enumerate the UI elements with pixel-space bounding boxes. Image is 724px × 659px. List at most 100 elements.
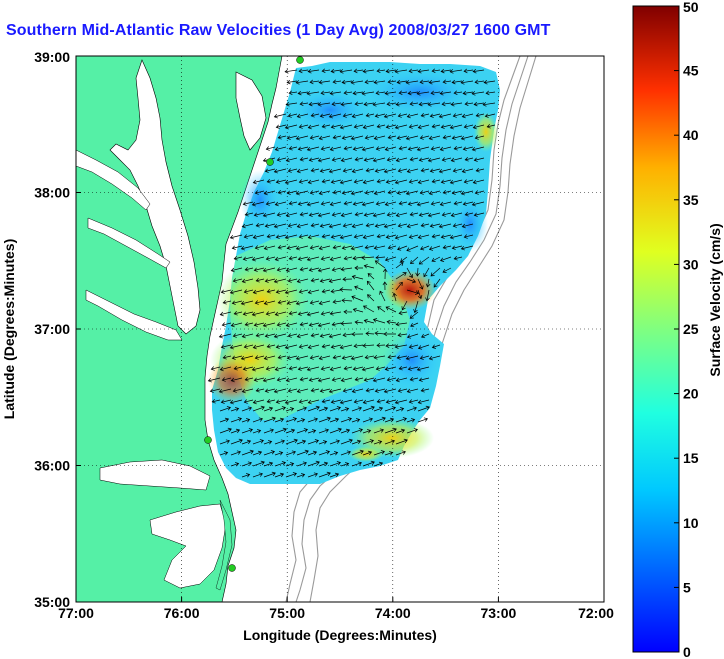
velocity-arrow: [383, 168, 397, 174]
velocity-arrow: [274, 417, 285, 423]
velocity-arrow: [287, 278, 298, 283]
velocity-arrow: [332, 190, 342, 195]
x-tick-label: 76:00: [164, 605, 200, 621]
velocity-arrow: [252, 450, 263, 456]
velocity-arrow: [285, 267, 298, 273]
velocity-arrow: [255, 278, 265, 283]
velocity-arrow: [263, 416, 276, 423]
velocity-arrow: [431, 124, 441, 129]
velocity-arrow: [299, 157, 309, 162]
velocity-arrow: [383, 388, 397, 394]
velocity-arrow: [309, 190, 320, 195]
velocity-arrow: [351, 331, 364, 337]
velocity-arrow: [219, 406, 232, 412]
velocity-arrow: [354, 265, 364, 271]
cool-region-east: [452, 196, 488, 252]
velocity-arrow: [297, 90, 309, 96]
velocity-arrow: [427, 212, 441, 218]
velocity-arrow: [252, 417, 263, 423]
velocity-arrow: [331, 267, 342, 272]
velocity-arrow: [406, 428, 419, 434]
velocity-arrow: [365, 113, 375, 118]
velocity-arrow: [277, 135, 287, 140]
velocity-arrow: [329, 406, 342, 412]
velocity-arrow: [340, 377, 353, 383]
velocity-arrow: [431, 68, 441, 74]
velocity-arrow: [395, 321, 408, 327]
velocity-arrow: [449, 69, 463, 74]
velocity-arrow: [318, 450, 331, 456]
velocity-arrow: [244, 212, 254, 217]
velocity-arrow: [274, 201, 287, 207]
velocity-arrow: [418, 212, 430, 217]
velocity-arrow: [364, 79, 375, 85]
velocity-arrow: [241, 461, 252, 467]
velocity-arrow: [297, 311, 309, 316]
velocity-arrow: [342, 223, 353, 228]
velocity-arrow: [362, 450, 373, 456]
velocity-arrow: [384, 90, 397, 96]
velocity-arrow: [386, 377, 397, 382]
velocity-arrow: [307, 68, 320, 74]
velocity-arrow: [265, 311, 276, 316]
velocity-arrow: [330, 288, 342, 294]
velocity-arrow: [211, 399, 221, 404]
velocity-arrow: [242, 366, 254, 371]
velocity-arrow: [419, 190, 430, 195]
velocity-arrow: [241, 449, 254, 456]
velocity-arrow: [460, 190, 474, 196]
velocity-arrow: [394, 344, 408, 349]
velocity-arrow: [453, 90, 463, 96]
velocity-arrow: [374, 260, 386, 269]
velocity-arrow: [284, 179, 298, 185]
velocity-arrow: [318, 406, 329, 412]
velocity-arrow: [240, 355, 254, 361]
velocity-arrow: [264, 388, 276, 393]
velocity-arrow: [297, 256, 309, 261]
rappahannock-river: [87, 217, 171, 269]
velocity-arrow: [439, 146, 452, 152]
velocity-arrow: [252, 399, 265, 405]
velocity-arrow: [343, 255, 353, 261]
velocity-arrow: [296, 406, 307, 412]
velocity-arrow: [220, 344, 232, 349]
velocity-arrow: [318, 245, 331, 251]
velocity-arrow: [398, 310, 408, 316]
y-tick-label: 37:00: [34, 321, 70, 337]
velocity-arrow: [296, 168, 309, 174]
hot-spot-offshore: [384, 270, 436, 310]
velocity-arrow: [471, 91, 485, 96]
velocity-arrow: [341, 135, 353, 140]
velocity-arrow: [352, 255, 364, 261]
velocity-arrow: [395, 407, 405, 412]
velocity-arrow: [396, 135, 408, 140]
velocity-arrow: [442, 267, 452, 273]
velocity-arrow: [274, 439, 285, 445]
velocity-arrow: [474, 79, 485, 85]
velocity-arrow: [438, 168, 452, 174]
velocity-arrow: [339, 69, 353, 74]
velocity-arrow: [230, 438, 243, 445]
velocity-arrow: [310, 113, 320, 118]
velocity-arrow: [262, 212, 276, 218]
velocity-arrow: [273, 333, 287, 339]
velocity-arrow: [240, 245, 254, 251]
velocity-arrow: [394, 69, 408, 74]
velocity-arrow: [243, 399, 254, 404]
velocity-arrow: [286, 79, 298, 85]
velocity-arrow: [275, 289, 287, 294]
velocity-arrow: [441, 212, 452, 217]
velocity-arrow: [265, 201, 276, 206]
velocity-arrow: [251, 311, 265, 317]
velocity-arrow: [484, 113, 496, 118]
velocity-arrow: [252, 439, 265, 445]
velocity-arrow: [366, 280, 375, 291]
velocity-arrow: [397, 388, 408, 393]
colorbar-tick-label: 0: [683, 644, 691, 659]
velocity-arrow: [395, 212, 408, 218]
velocity-arrow: [417, 289, 423, 300]
velocity-arrow: [342, 277, 353, 282]
velocity-arrow: [296, 418, 306, 423]
velocity-arrow: [374, 388, 386, 393]
velocity-arrow: [361, 91, 375, 96]
